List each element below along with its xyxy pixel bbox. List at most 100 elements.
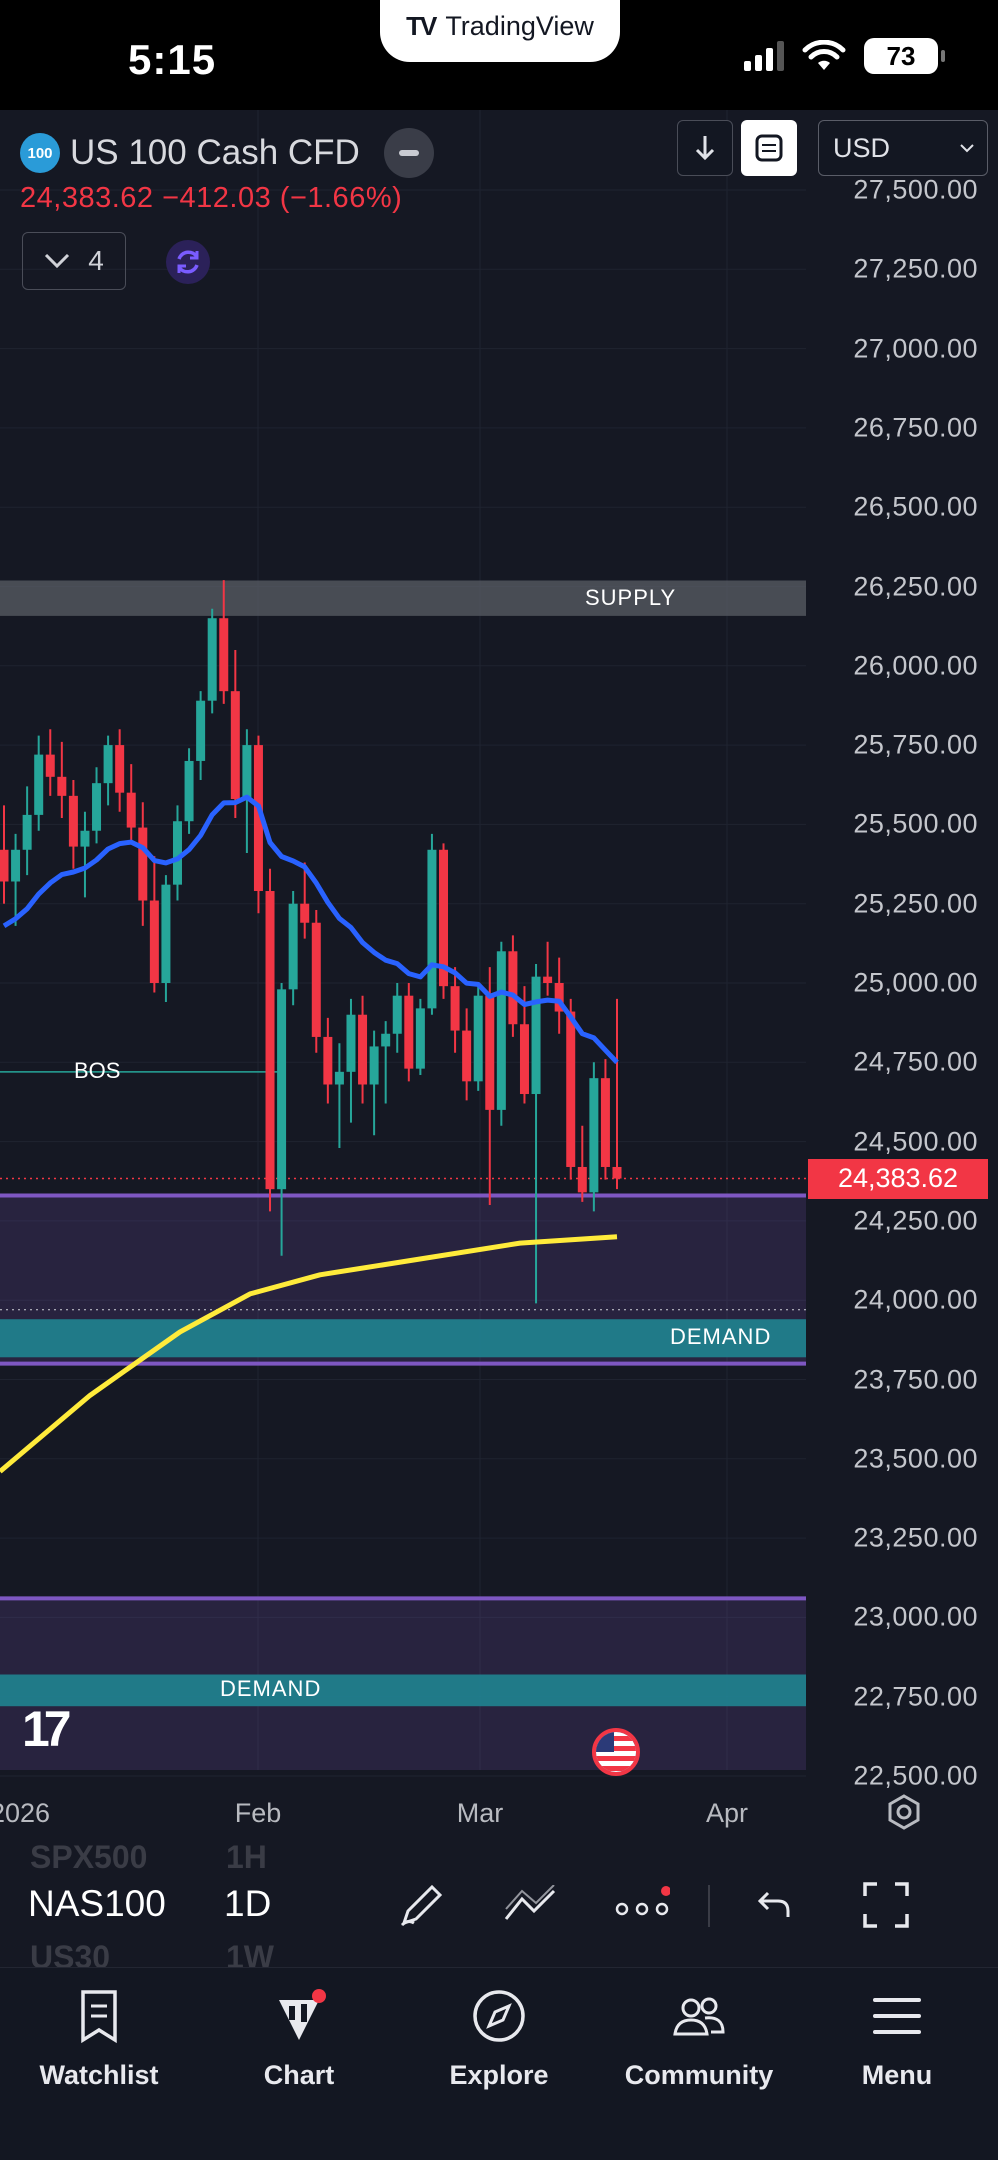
demand-lower-band [0, 1674, 806, 1707]
nav-menu[interactable]: Menu [802, 1986, 992, 2091]
candle [311, 922, 321, 1037]
app-pill: TV TradingView [380, 0, 620, 62]
price-axis-label: 24,000.00 [853, 1284, 978, 1315]
candle [519, 1024, 529, 1095]
candle [0, 849, 9, 882]
candle [612, 1166, 622, 1179]
candle [485, 995, 495, 1110]
ema-slow-line [0, 1234, 618, 1474]
price-axis-label: 22,750.00 [853, 1681, 978, 1712]
candle [277, 989, 287, 1190]
nav-watchlist[interactable]: Watchlist [4, 1986, 194, 2091]
bottom-navigation: Watchlist Chart Explore Community Menu [0, 1967, 998, 2160]
candle [80, 830, 90, 847]
candle [577, 1166, 587, 1193]
battery-indicator: 73 [864, 38, 945, 74]
us-flag-icon[interactable] [592, 1728, 640, 1776]
candle [415, 1008, 425, 1069]
nav-label: Menu [861, 2060, 933, 2090]
prev-interval[interactable]: 1H [226, 1839, 267, 1875]
supply-zone [0, 580, 806, 616]
candle [207, 618, 217, 701]
candle [334, 1071, 344, 1085]
time-axis-label: Mar [456, 1798, 504, 1828]
candle [196, 700, 206, 761]
candle [346, 1014, 356, 1072]
candle [115, 745, 125, 793]
candle [566, 1011, 576, 1167]
fit-screen-button[interactable] [741, 120, 797, 176]
price-axis-label: 25,250.00 [853, 888, 978, 919]
candle [508, 951, 518, 1025]
prev-symbol[interactable]: SPX500 [30, 1839, 148, 1875]
chart-toolbar: SPX500 1H NAS100 1D US30 1W [0, 1839, 998, 1975]
time-axis-label: Apr [705, 1798, 749, 1828]
candle [138, 827, 148, 901]
candle [600, 1078, 610, 1167]
candle [149, 900, 159, 983]
price-axis-label: 23,000.00 [853, 1601, 978, 1632]
nav-label: Explore [449, 2060, 549, 2090]
price-axis-label: 25,500.00 [853, 808, 978, 839]
symbol-header[interactable]: 100 US 100 Cash CFD [20, 128, 434, 178]
candle [265, 891, 275, 1190]
candle [531, 976, 541, 1095]
fullscreen-icon[interactable] [854, 1873, 918, 1937]
price-axis-label: 25,000.00 [853, 967, 978, 998]
indicators-toggle[interactable]: 4 [22, 232, 126, 290]
settings-icon[interactable] [884, 1792, 924, 1832]
brush-icon[interactable] [388, 1873, 452, 1937]
nav-chart[interactable]: Chart [204, 1986, 394, 2091]
candle [34, 754, 44, 815]
trendline-icon[interactable] [498, 1873, 562, 1937]
candle [219, 618, 229, 692]
tradingview-watermark-icon[interactable]: 17 [22, 1701, 72, 1757]
candle [450, 986, 460, 1031]
currency-value: USD [833, 132, 891, 163]
candle [103, 745, 113, 784]
watchlist-icon [81, 1990, 117, 2044]
more-icon[interactable] [610, 1873, 674, 1937]
price-chart[interactable] [0, 110, 998, 1845]
price-change-line: 24,383.62 −412.03 (−1.66%) [20, 182, 402, 215]
tradingview-logo-icon: TV [406, 10, 437, 41]
refresh-icon[interactable] [166, 240, 210, 284]
candle [184, 760, 194, 822]
price-axis-label: 26,750.00 [853, 412, 978, 443]
candle [126, 792, 136, 828]
symbol-picker[interactable]: NAS100 [28, 1883, 166, 1924]
demand-zone-label: DEMAND [670, 1324, 772, 1350]
candle [554, 983, 564, 1012]
frame-icon [755, 134, 783, 162]
candle [392, 995, 402, 1034]
currency-select[interactable]: USD [818, 120, 988, 176]
nav-label: Watchlist [39, 2060, 159, 2090]
symbol-name[interactable]: US 100 Cash CFD [70, 133, 360, 172]
price-axis-label: 24,500.00 [853, 1126, 978, 1157]
download-button[interactable] [677, 120, 733, 176]
undo-icon[interactable] [742, 1873, 806, 1937]
demand-band [0, 1319, 806, 1358]
nav-label: Chart [263, 2060, 335, 2090]
ema-fast-line [2, 794, 619, 1065]
candle [473, 995, 483, 1082]
candle [589, 1078, 599, 1193]
price-axis-label: 23,750.00 [853, 1364, 978, 1394]
price-axis-label: 24,250.00 [853, 1205, 978, 1236]
status-bar: 5:15 TV TradingView 73 [0, 0, 998, 110]
candle [496, 951, 506, 1110]
candle [381, 1033, 391, 1047]
candle [427, 849, 437, 1009]
collapse-button[interactable] [383, 128, 434, 178]
candle [288, 903, 298, 990]
candle [439, 849, 449, 987]
toolbar-divider [708, 1885, 710, 1927]
app-name: TradingView [445, 10, 594, 41]
indicator-count: 4 [88, 245, 104, 276]
bos-label: BOS [74, 1057, 121, 1083]
price-axis-label: 27,000.00 [853, 333, 978, 364]
nav-explore[interactable]: Explore [404, 1986, 594, 2091]
interval-picker[interactable]: 1D [224, 1883, 272, 1924]
nav-community[interactable]: Community [604, 1986, 794, 2091]
chart-area[interactable]: 100 US 100 Cash CFD 24,383.62 −412.03 (−… [0, 110, 998, 1845]
